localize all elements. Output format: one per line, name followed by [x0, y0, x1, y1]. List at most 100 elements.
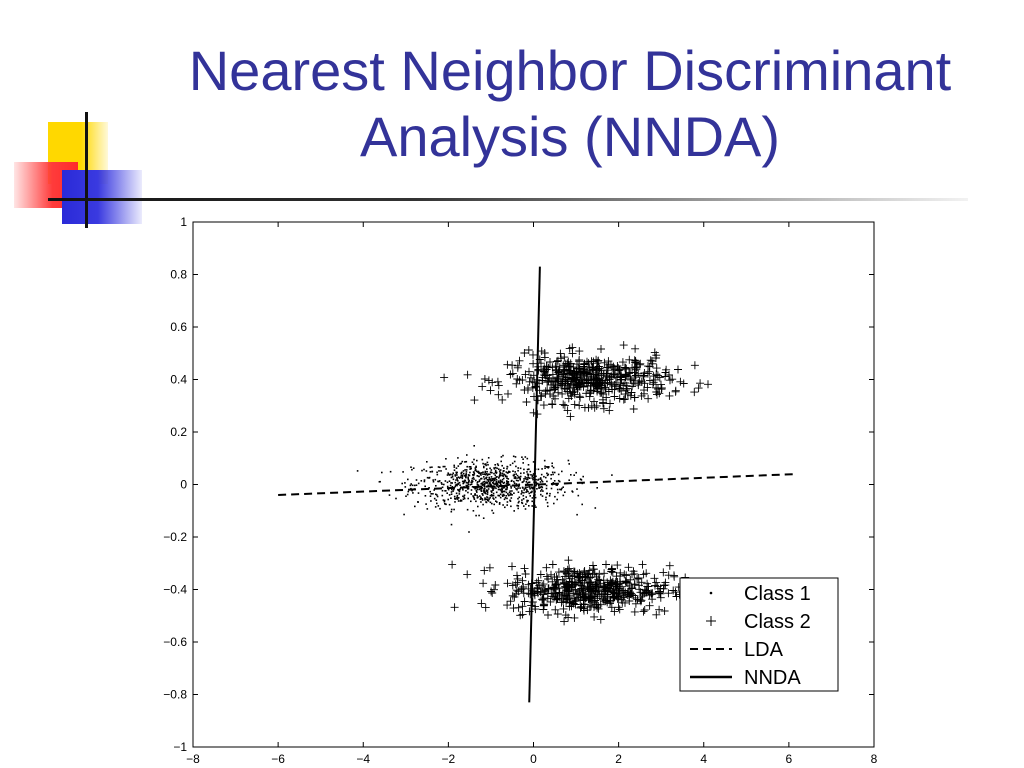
- class1-point: [523, 505, 525, 507]
- class1-point: [471, 480, 474, 483]
- class1-point: [464, 461, 466, 463]
- class1-point: [467, 491, 469, 494]
- class2-point: [554, 568, 563, 577]
- class1-point: [494, 477, 497, 480]
- class2-point: [568, 598, 577, 607]
- class2-point: [600, 597, 609, 606]
- class1-point: [437, 505, 440, 507]
- class1-point: [434, 478, 437, 481]
- class1-point: [493, 468, 496, 470]
- class1-point: [465, 484, 468, 487]
- class1-point: [468, 474, 470, 477]
- nnda-line: [528, 266, 541, 703]
- class1-point: [490, 493, 493, 496]
- class1-point: [509, 464, 512, 466]
- class1-point: [551, 462, 553, 465]
- class2-point: [652, 610, 661, 619]
- class1-point: [544, 467, 546, 469]
- class1-point: [485, 477, 487, 479]
- class1-point: [445, 468, 447, 470]
- class1-point: [450, 497, 452, 499]
- class1-point: [556, 498, 558, 501]
- class1-point: [517, 507, 519, 510]
- class2-point: [551, 362, 560, 371]
- class2-point: [584, 376, 593, 385]
- class1-point: [469, 468, 471, 470]
- x-tick-label: −2: [442, 752, 456, 766]
- class1-point: [516, 474, 519, 477]
- class2-point: [503, 360, 512, 369]
- class2-point: [645, 362, 654, 371]
- class1-point: [479, 488, 481, 490]
- class1-point: [467, 478, 470, 481]
- lda-line: [278, 473, 798, 496]
- class1-point: [530, 474, 532, 476]
- class1-point: [424, 485, 426, 488]
- class2-point: [508, 591, 517, 600]
- class1-point: [484, 470, 487, 473]
- class1-point: [489, 480, 492, 482]
- class1-point: [475, 489, 478, 492]
- class1-point: [526, 477, 528, 479]
- class2-point: [571, 597, 580, 606]
- class1-point: [526, 486, 528, 488]
- class1-point: [483, 465, 485, 468]
- class1-point: [495, 487, 497, 490]
- class1-point: [540, 473, 543, 476]
- class1-point: [576, 488, 578, 490]
- decor-title-underline: [48, 198, 968, 201]
- class2-point: [531, 605, 540, 614]
- class2-point: [572, 589, 581, 598]
- class1-point: [478, 480, 481, 483]
- class1-point: [524, 476, 527, 478]
- class1-point: [530, 486, 532, 488]
- class1-point: [499, 472, 502, 475]
- class1-point: [466, 488, 469, 490]
- class1-point: [526, 471, 528, 473]
- class2-point: [609, 594, 618, 603]
- class1-point: [513, 482, 516, 484]
- class1-point: [582, 475, 584, 478]
- class1-point: [492, 512, 495, 514]
- class1-point: [581, 503, 583, 506]
- class2-point: [593, 374, 602, 383]
- class1-point: [496, 463, 499, 465]
- class1-point: [504, 475, 507, 478]
- class2-point: [553, 374, 562, 383]
- class2-point: [568, 388, 577, 397]
- class1-point: [548, 495, 551, 497]
- class2-point: [592, 364, 601, 373]
- class1-point: [557, 479, 560, 482]
- class1-point: [448, 503, 451, 506]
- class2-point: [621, 373, 630, 381]
- x-tick-label: −4: [356, 752, 370, 766]
- class2-point: [558, 389, 567, 398]
- class2-point: [631, 344, 640, 353]
- class1-point: [553, 502, 555, 505]
- class1-point: [496, 476, 498, 478]
- class2-point: [606, 399, 614, 408]
- class2-point: [576, 393, 585, 402]
- class1-point: [486, 461, 489, 464]
- class1-point: [486, 490, 489, 492]
- class1-point: [546, 501, 549, 504]
- class2-point: [620, 570, 629, 579]
- class1-point: [420, 480, 423, 482]
- class2-point: [606, 599, 614, 608]
- class1-point: [407, 490, 410, 493]
- class1-point: [508, 491, 511, 494]
- class1-point: [402, 471, 404, 473]
- class1-point: [507, 478, 510, 480]
- class2-point: [659, 568, 668, 577]
- class2-point: [605, 375, 614, 384]
- class1-point: [481, 498, 484, 500]
- class2-point: [553, 592, 562, 601]
- class1-point: [499, 493, 502, 496]
- class2-point: [508, 369, 517, 378]
- class1-point: [496, 467, 498, 470]
- class1-point: [489, 494, 492, 497]
- class1-point: [471, 477, 474, 480]
- legend-marker-class2: [706, 616, 716, 626]
- class1-point: [513, 473, 516, 476]
- class2-point: [625, 369, 633, 378]
